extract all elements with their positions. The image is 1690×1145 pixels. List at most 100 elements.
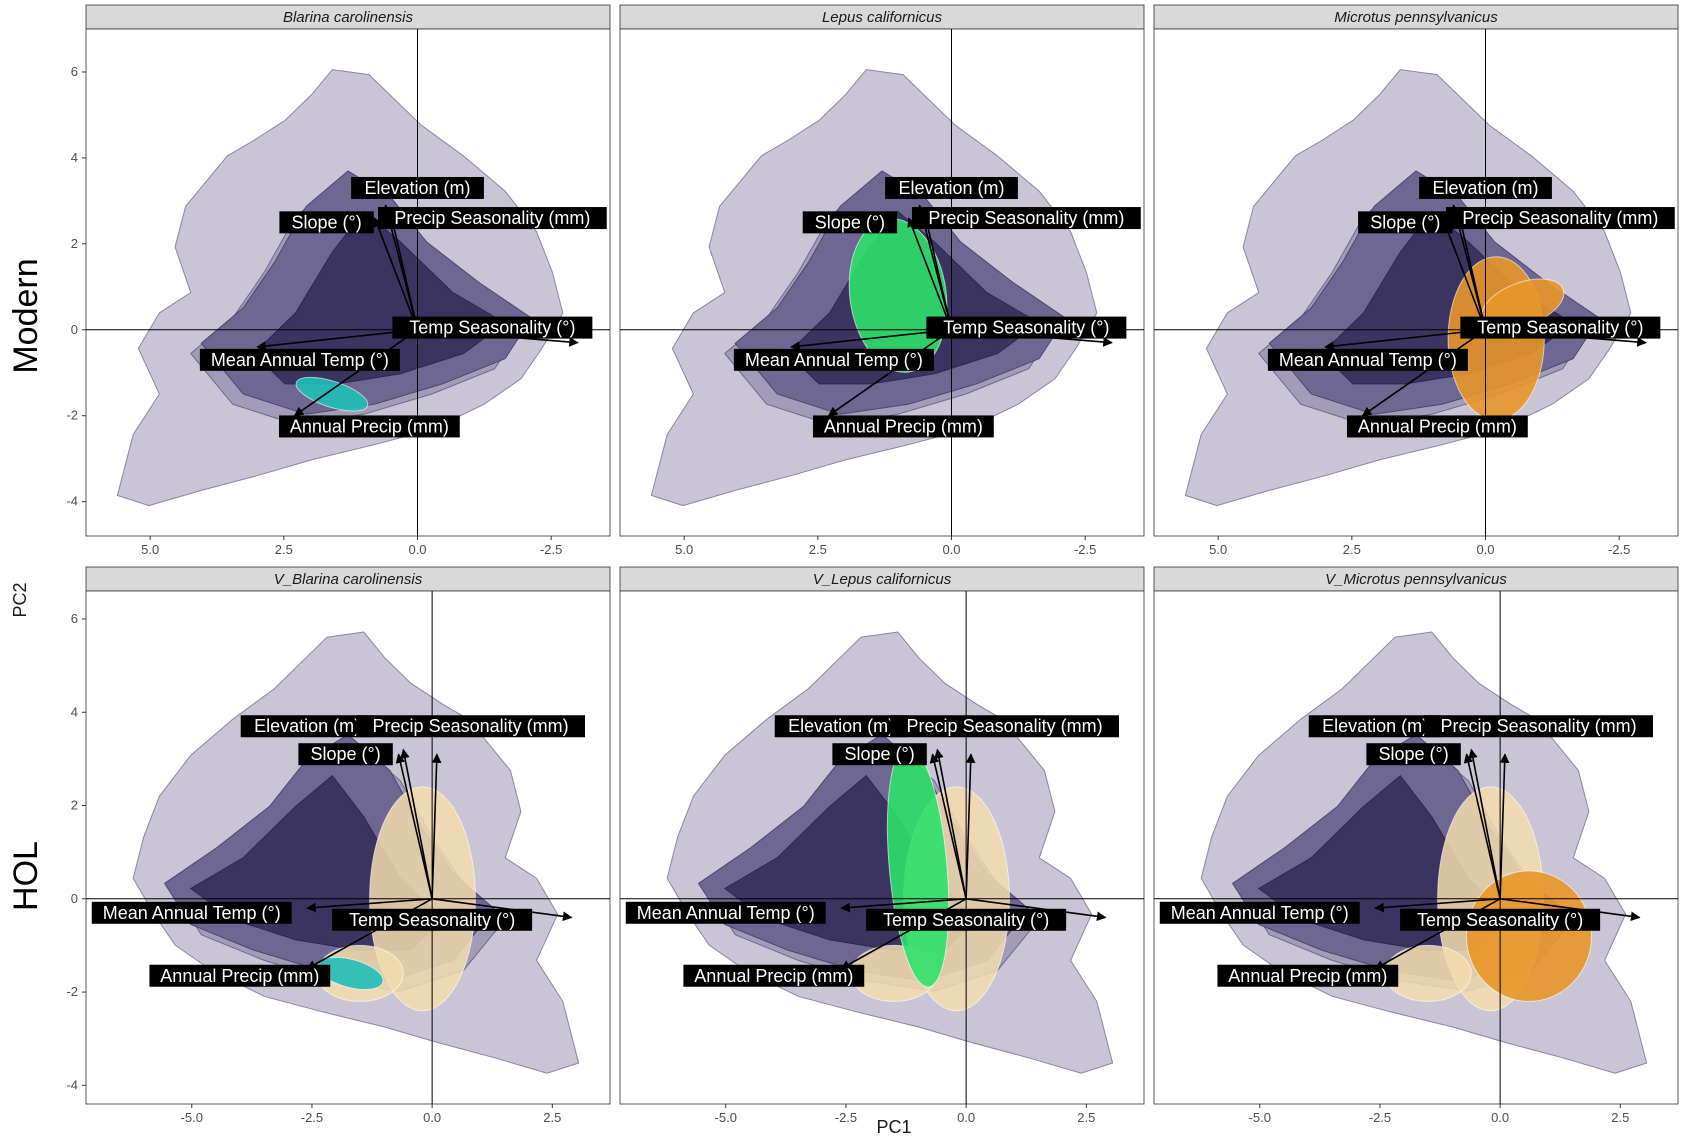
x-tick-label: 2.5 <box>1611 1110 1629 1125</box>
loading-label-text: Slope (°) <box>291 212 361 232</box>
x-tick-label: 5.0 <box>141 542 159 557</box>
x-tick-label: -2.5 <box>1608 542 1630 557</box>
x-tick-label: 2.5 <box>275 542 293 557</box>
loading-label-annual-precip-mm: Annual Precip (mm) <box>149 964 331 987</box>
x-tick-label: 0.0 <box>408 542 426 557</box>
loading-arrow-mean-annual-temp <box>256 328 418 351</box>
loading-label-text: Elevation (m) <box>364 178 470 198</box>
loading-label-text: Precip Seasonality (mm) <box>394 208 590 228</box>
loading-label-text: Slope (°) <box>1370 212 1440 232</box>
x-tick-label: 0.0 <box>1476 542 1494 557</box>
loading-arrow-mean-annual-temp <box>1324 328 1486 351</box>
loading-label-box <box>1400 908 1601 931</box>
x-tick-label: 0.0 <box>957 1110 975 1125</box>
loading-label-text: Mean Annual Temp (°) <box>745 350 923 370</box>
x-tick-label: 0.0 <box>1491 1110 1509 1125</box>
plot-body <box>1154 29 1678 536</box>
loading-label-elevation-m: Elevation (m) <box>351 176 484 199</box>
loading-label-box <box>885 176 1018 199</box>
loading-label-mean-annual-temp: Mean Annual Temp (°) <box>1159 901 1360 924</box>
row-label-modern: Modern <box>7 258 45 373</box>
loading-label-text: Precip Seasonality (mm) <box>907 716 1103 736</box>
x-tick-label: -2.5 <box>540 542 562 557</box>
loading-label-precip-seasonality-mm: Precip Seasonality (mm) <box>356 715 585 738</box>
loading-label-box <box>832 743 927 766</box>
loading-label-box <box>1424 715 1653 738</box>
loading-label-box <box>1159 901 1360 924</box>
x-tick-label: -5.0 <box>1249 1110 1271 1125</box>
loading-label-annual-precip-mm: Annual Precip (mm) <box>1217 964 1399 987</box>
panel-microtus-pennsylvanicus: Microtus pennsylvanicus Elevation (m) Slop… <box>1153 4 1679 557</box>
loading-label-slope: Slope (°) <box>832 743 927 766</box>
panel-lepus-californicus: Lepus californicus Elevation (m) Slope (°)… <box>619 4 1145 557</box>
loading-label-box <box>149 964 331 987</box>
loading-arrow-precip-seasonality-mm <box>388 212 419 330</box>
loading-label-precip-seasonality-mm: Precip Seasonality (mm) <box>377 207 607 230</box>
facet-title: V_Microtus pennsylvanicus <box>1325 571 1507 588</box>
loading-label-box <box>1419 176 1552 199</box>
loading-arrow-mean-annual-temp <box>840 898 967 913</box>
loading-arrow-mean-annual-temp <box>790 328 952 351</box>
loading-arrow-slope <box>907 217 953 331</box>
loading-label-text: Annual Precip (mm) <box>160 966 319 986</box>
loading-arrow-slope <box>929 753 967 899</box>
y-tick-label: 2 <box>71 236 78 251</box>
y-tick-label: 4 <box>71 150 78 165</box>
y-tick-label: 0 <box>71 891 78 906</box>
loading-label-elevation-m: Elevation (m) <box>885 176 1018 199</box>
loading-label-text: Annual Precip (mm) <box>290 416 449 436</box>
loading-label-box <box>1366 743 1461 766</box>
facet-strip <box>619 566 1145 592</box>
loading-label-slope: Slope (°) <box>279 211 374 234</box>
y-tick-label: 0 <box>71 322 78 337</box>
loading-label-box <box>1308 715 1442 738</box>
facet-title: Lepus californicus <box>822 9 943 26</box>
loading-label-temp-seasonality: Temp Seasonality (°) <box>332 908 533 931</box>
loading-arrow-elevation-m <box>1468 748 1501 899</box>
loading-arrow-annual-precip-mm <box>1361 329 1486 417</box>
loading-label-text: Mean Annual Temp (°) <box>637 903 815 923</box>
facet-title: V_Blarina carolinensis <box>274 571 423 588</box>
facet-title: Microtus pennsylvanicus <box>1334 9 1498 26</box>
x-tick-label: 2.5 <box>1343 542 1361 557</box>
loading-arrow-precip-seasonality-mm <box>431 753 442 899</box>
loading-label-precip-seasonality-mm: Precip Seasonality (mm) <box>911 207 1141 230</box>
species-density <box>295 376 369 412</box>
loading-label-text: Mean Annual Temp (°) <box>1279 350 1457 370</box>
loading-label-text: Precip Seasonality (mm) <box>928 208 1124 228</box>
x-tick-label: 0.0 <box>423 1110 441 1125</box>
loading-label-annual-precip-mm: Annual Precip (mm) <box>683 964 865 987</box>
loading-label-temp-seasonality: Temp Seasonality (°) <box>926 316 1127 339</box>
loading-label-box <box>1346 415 1528 438</box>
loading-arrow-annual-precip-mm <box>827 329 952 417</box>
loading-label-box <box>332 908 533 931</box>
x-tick-label: -2.5 <box>1074 542 1096 557</box>
x-tick-label: 0.0 <box>942 542 960 557</box>
loading-label-text: Mean Annual Temp (°) <box>211 350 389 370</box>
y-tick-label: -2 <box>66 984 78 999</box>
loading-label-box <box>683 964 865 987</box>
loading-label-text: Slope (°) <box>815 212 885 232</box>
loading-label-precip-seasonality-mm: Precip Seasonality (mm) <box>1424 715 1653 738</box>
loading-label-slope: Slope (°) <box>298 743 393 766</box>
loading-label-box <box>774 715 908 738</box>
loading-label-text: Temp Seasonality (°) <box>943 318 1109 338</box>
loading-label-precip-seasonality-mm: Precip Seasonality (mm) <box>890 715 1119 738</box>
loading-arrow-elevation-m <box>400 748 433 899</box>
loading-label-elevation-m: Elevation (m) <box>240 715 374 738</box>
loading-label-text: Slope (°) <box>1378 744 1448 764</box>
x-tick-label: 2.5 <box>543 1110 561 1125</box>
loading-arrow-elevation-m <box>934 748 967 899</box>
loading-label-temp-seasonality: Temp Seasonality (°) <box>866 908 1067 931</box>
loading-label-text: Elevation (m) <box>254 716 360 736</box>
facet-strip <box>619 4 1145 30</box>
x-tick-label: 5.0 <box>1209 542 1227 557</box>
loading-arrow-temp-seasonality <box>966 898 1107 922</box>
loading-label-text: Annual Precip (mm) <box>1358 416 1517 436</box>
loading-label-text: Slope (°) <box>844 744 914 764</box>
loading-arrow-precip-seasonality-mm <box>922 212 953 330</box>
loading-label-precip-seasonality-mm: Precip Seasonality (mm) <box>1445 207 1675 230</box>
loading-arrow-slope <box>1463 753 1501 899</box>
loading-label-temp-seasonality: Temp Seasonality (°) <box>1400 908 1601 931</box>
loading-label-annual-precip-mm: Annual Precip (mm) <box>1346 415 1528 438</box>
